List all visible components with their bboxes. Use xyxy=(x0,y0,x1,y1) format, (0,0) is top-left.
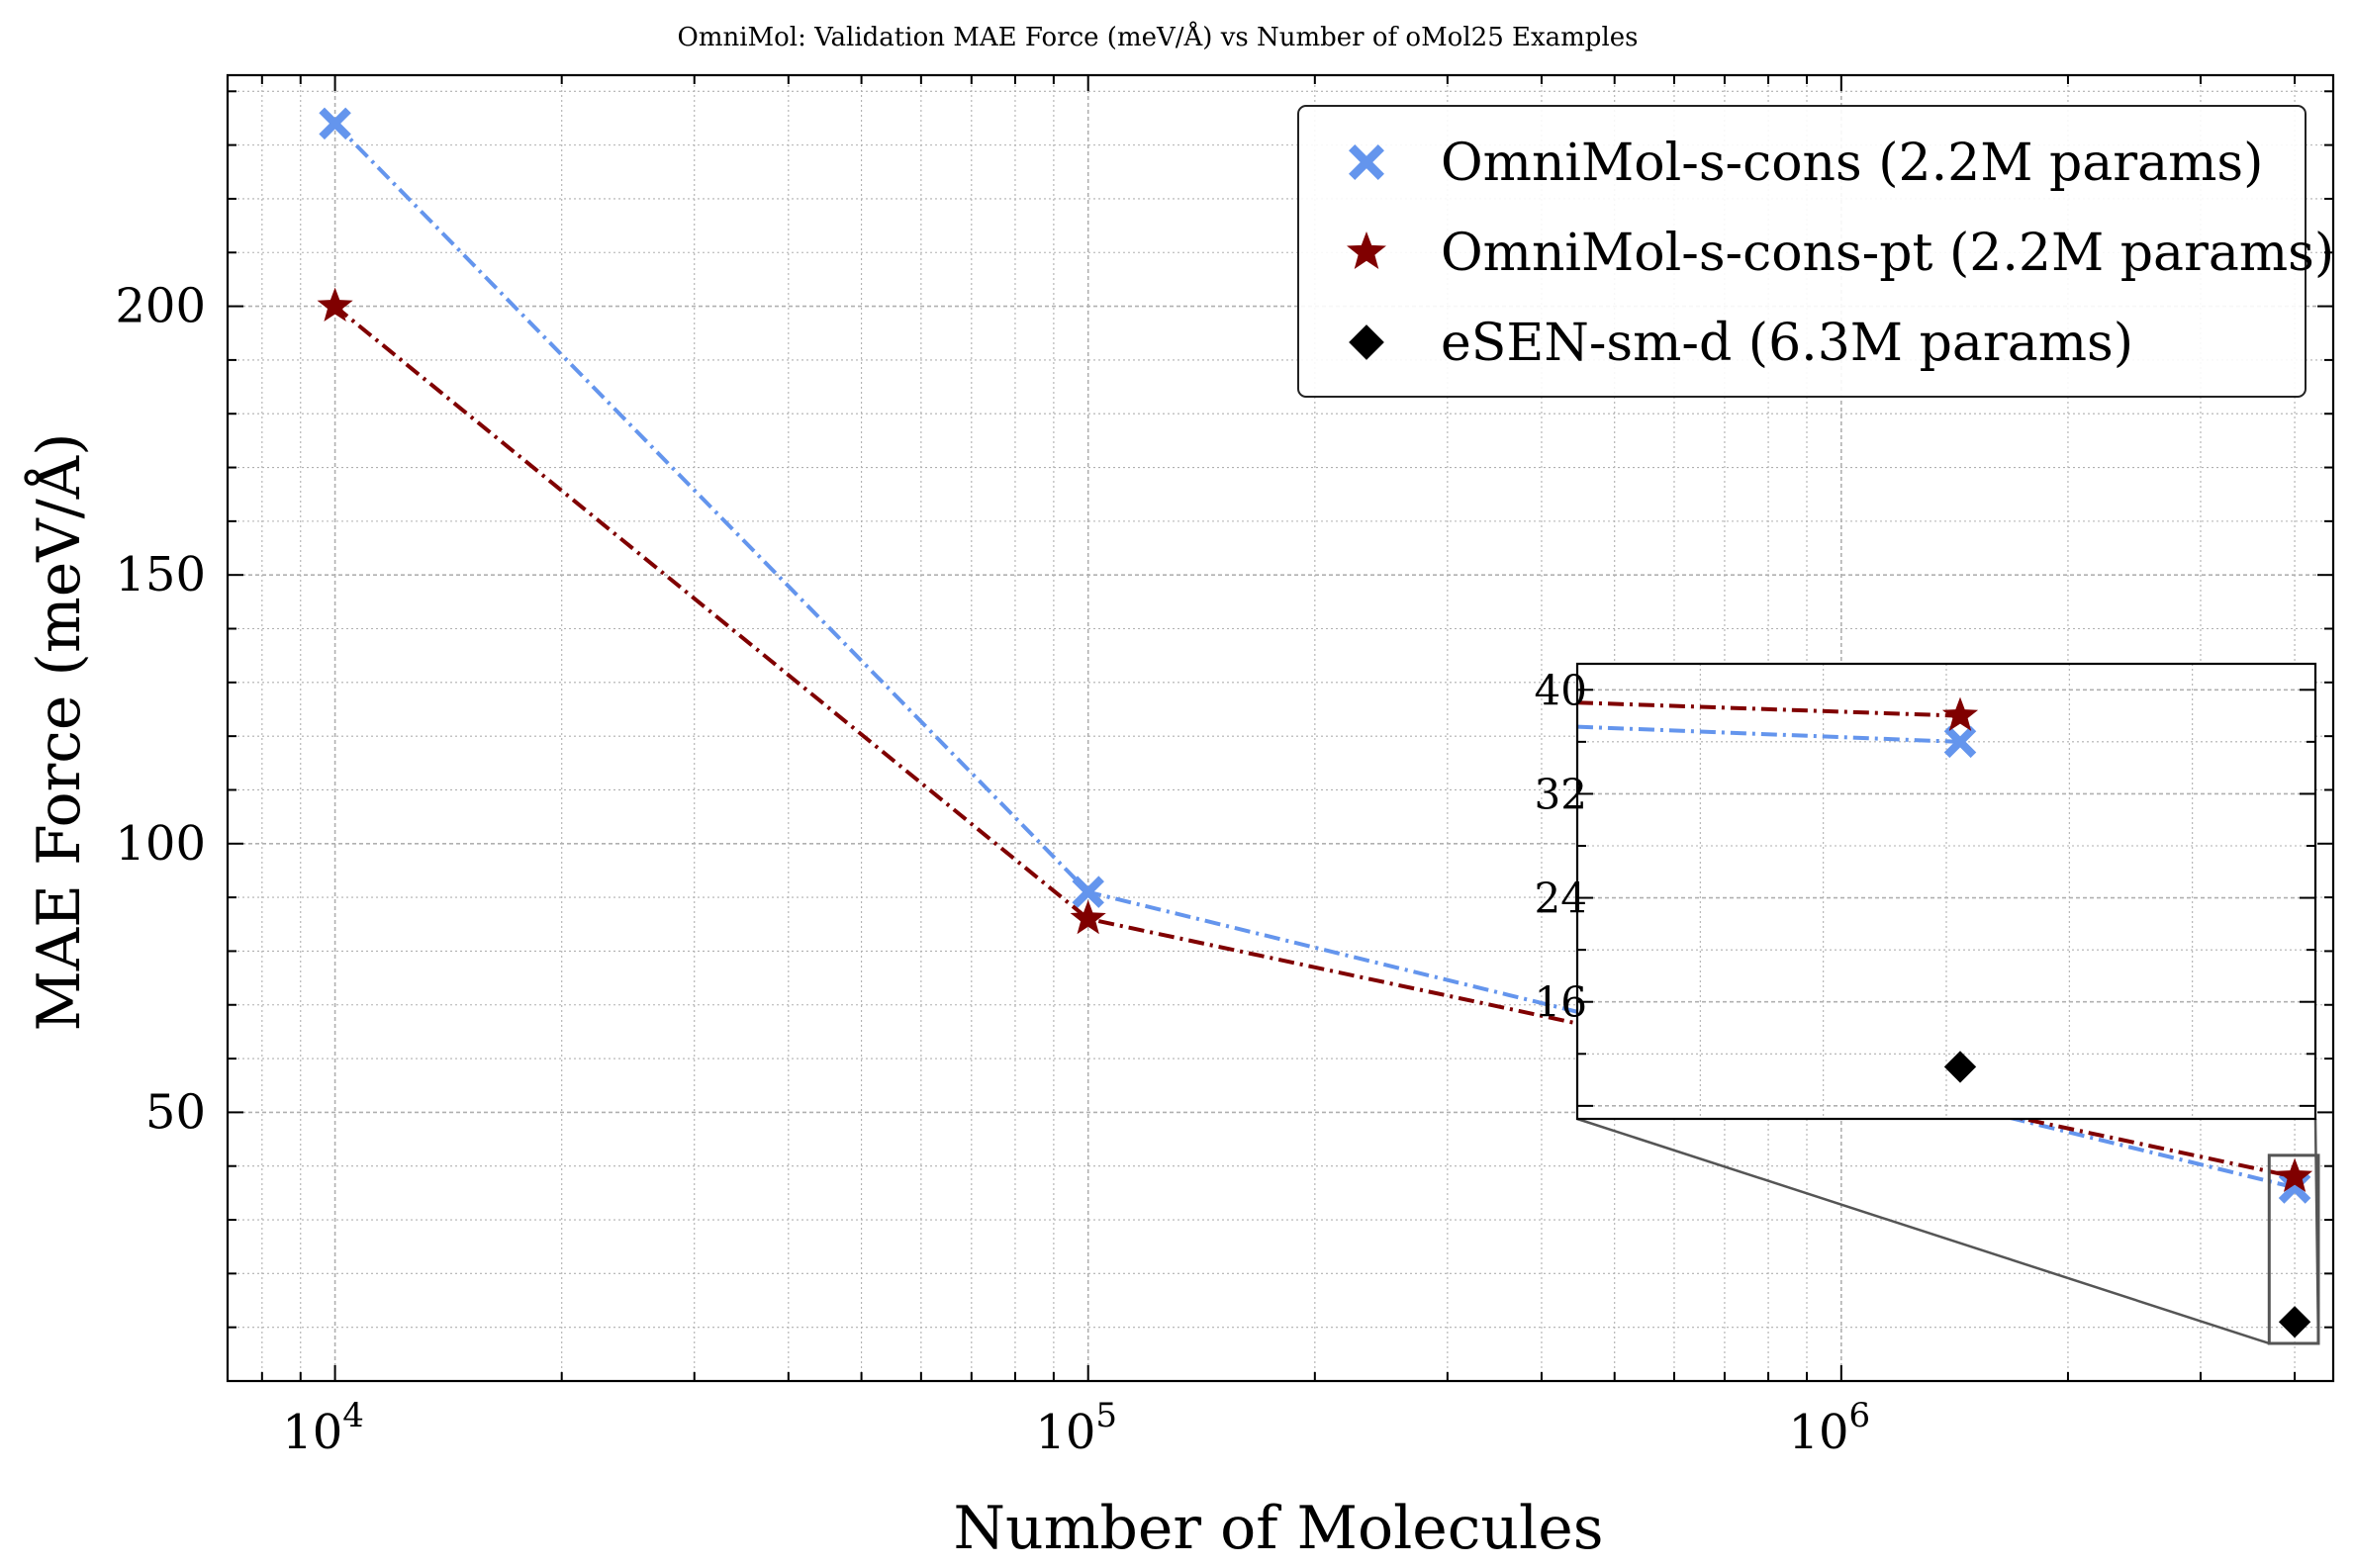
inset-series-line xyxy=(1576,724,1961,744)
legend-marker xyxy=(1349,144,1384,180)
inset-data-point xyxy=(1941,696,1979,731)
plot-frame xyxy=(226,73,2335,1383)
zoom-connector xyxy=(1576,1117,2270,1345)
inset-frame xyxy=(1575,662,2317,1121)
zoom-connector xyxy=(2313,1118,2320,1343)
legend-item: OmniMol-s-cons-pt (2.2M params) xyxy=(1347,224,2334,283)
x-tick-label: 106 xyxy=(1788,1396,1870,1460)
x-tick-label: 104 xyxy=(282,1396,364,1460)
inset-series-0 xyxy=(1576,724,1977,759)
inset-series-2 xyxy=(1943,1051,1977,1083)
data-point xyxy=(317,287,353,322)
data-point xyxy=(1070,899,1106,935)
legend-label: OmniMol-s-cons-pt (2.2M params) xyxy=(1441,224,2334,283)
legend-label: eSEN-sm-d (6.3M params) xyxy=(1441,314,2133,373)
legend-box xyxy=(1297,105,2307,398)
series-2 xyxy=(2278,1306,2311,1338)
inset-y-tick-label: 40 xyxy=(1535,666,1587,714)
inset-y-tick-label: 24 xyxy=(1535,875,1587,923)
legend-item: eSEN-sm-d (6.3M params) xyxy=(1349,314,2133,373)
inset-series-1 xyxy=(1576,696,1979,731)
data-point xyxy=(319,107,351,140)
data-point xyxy=(2278,1171,2311,1204)
legend-marker xyxy=(1347,231,1386,269)
legend-item: OmniMol-s-cons (2.2M params) xyxy=(1349,134,2263,193)
data-point xyxy=(2277,1157,2313,1192)
y-tick-label: 50 xyxy=(145,1084,206,1140)
inset-y-tick-label: 16 xyxy=(1535,978,1587,1027)
zoom-indicator xyxy=(1576,1117,2320,1345)
inset-series-line xyxy=(1576,700,1961,718)
y-tick-label: 200 xyxy=(115,279,206,334)
inset-y-tick-label: 32 xyxy=(1535,770,1587,818)
y-axis-label: MAE Force (meV/Å) xyxy=(24,432,94,1031)
legend-label: OmniMol-s-cons (2.2M params) xyxy=(1441,134,2263,193)
axes: 104 105 106 50 100 150 200 xyxy=(115,73,2335,1460)
legend-marker xyxy=(1349,324,1384,360)
inset-data-point xyxy=(1943,725,1977,759)
data-point xyxy=(1072,876,1104,908)
x-tick-label: 105 xyxy=(1035,1396,1117,1460)
data-point xyxy=(2278,1306,2311,1338)
inset-plot: 16 24 32 40 xyxy=(1535,662,2317,1121)
x-axis-label: Number of Molecules xyxy=(953,1494,1603,1563)
inset-data-point xyxy=(1943,1051,1977,1083)
chart-title: OmniMol: Validation MAE Force (meV/Å) vs… xyxy=(678,21,1639,52)
legend: OmniMol-s-cons (2.2M params) OmniMol-s-co… xyxy=(1297,105,2334,398)
y-tick-label: 150 xyxy=(115,547,206,602)
y-tick-label: 100 xyxy=(115,816,206,872)
